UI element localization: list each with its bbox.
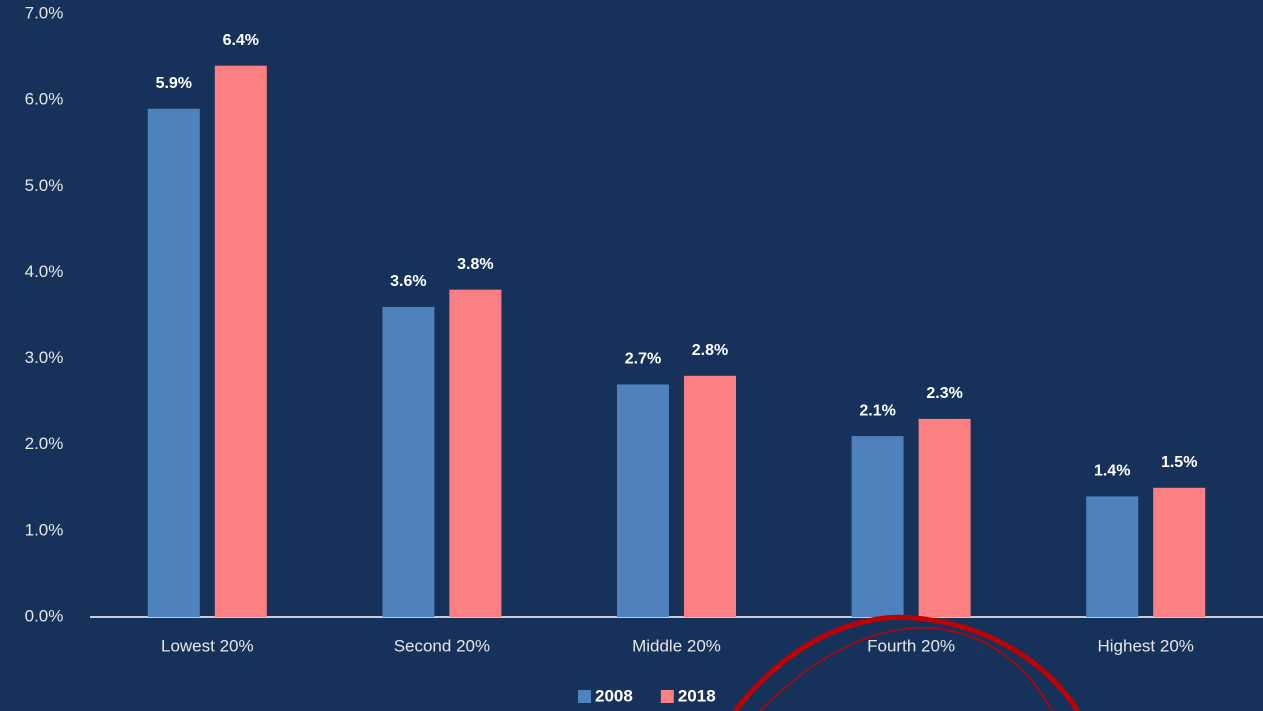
annotation-circle <box>733 614 1081 711</box>
bar <box>382 306 435 617</box>
value-label: 1.4% <box>1094 463 1130 480</box>
value-label: 3.6% <box>390 273 426 290</box>
value-label: 2.7% <box>625 351 661 368</box>
x-tick-label: Middle 20% <box>632 636 721 655</box>
value-label: 3.8% <box>457 256 493 273</box>
value-label: 6.4% <box>223 32 259 49</box>
bar <box>918 418 971 617</box>
x-tick-label: Highest 20% <box>1098 636 1194 655</box>
bar <box>617 384 669 617</box>
bar <box>684 375 736 617</box>
legend-swatch <box>660 690 674 703</box>
plot: 0.0% 1.0% 2.0% 3.0% 4.0% 5.0% 6.0% 7.0% Lowest 2… <box>25 3 1263 705</box>
bar <box>1086 496 1139 617</box>
bar <box>147 108 200 617</box>
x-tick-label: Lowest 20% <box>161 636 254 655</box>
legend-swatch <box>578 690 591 703</box>
legend-label: 2018 <box>678 686 716 705</box>
y-tick-label: 0.0% <box>25 606 64 625</box>
bar <box>214 65 267 617</box>
value-label: 2.3% <box>926 385 962 402</box>
y-tick-label: 2.0% <box>25 434 64 453</box>
legend-label: 2008 <box>595 686 633 705</box>
value-label: 2.8% <box>692 342 728 359</box>
bar <box>1153 487 1206 617</box>
y-tick-label: 1.0% <box>25 520 64 539</box>
x-tick-label: Second 20% <box>394 636 490 655</box>
y-tick-label: 4.0% <box>25 262 64 281</box>
y-tick-label: 3.0% <box>25 348 64 367</box>
y-tick-label: 6.0% <box>25 90 64 109</box>
bar <box>449 289 502 617</box>
value-label: 5.9% <box>156 75 192 92</box>
y-tick-label: 5.0% <box>25 176 64 195</box>
bar <box>851 436 904 617</box>
annotation-circle-inner <box>759 627 1053 711</box>
value-label: 2.1% <box>859 402 895 419</box>
x-tick-label: Fourth 20% <box>867 636 955 655</box>
y-tick-label: 7.0% <box>25 3 64 22</box>
value-label: 1.5% <box>1161 454 1197 471</box>
